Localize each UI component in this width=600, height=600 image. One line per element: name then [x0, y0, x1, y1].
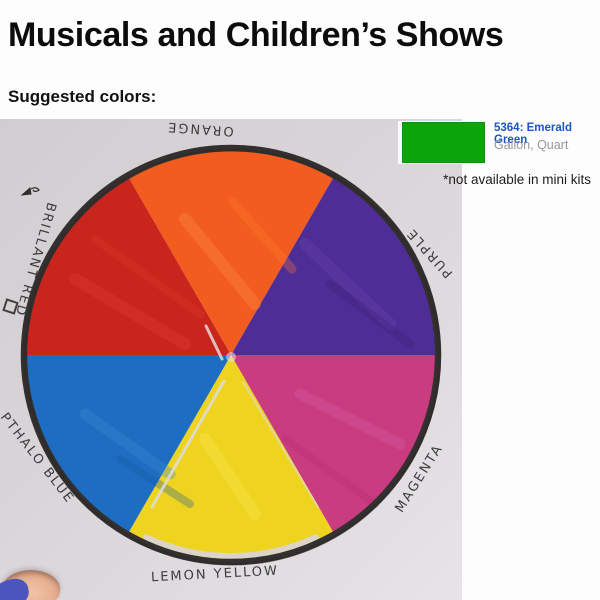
page-title: Musicals and Children’s Shows	[8, 16, 504, 54]
mini-kit-note: *not available in mini kits	[443, 172, 591, 187]
wedge-magenta	[231, 355, 435, 532]
wedge-red	[26, 178, 231, 355]
wedge-yellow	[129, 355, 333, 560]
color-swatch-emerald-green[interactable]	[402, 122, 485, 163]
page-subtitle: Suggested colors:	[8, 87, 157, 106]
wedge-purple	[231, 178, 435, 355]
paper-gaps	[143, 324, 319, 559]
pen-scribble-arrow	[20, 187, 40, 196]
swatch-card	[398, 121, 488, 164]
brush-texture	[69, 196, 415, 520]
wheel-outline-overstroke	[23, 148, 441, 566]
color-wheel-photo: ORANGE PURPLE MAGENTA LEMON YELLOW PTHAL…	[0, 119, 462, 600]
swatch-name-link[interactable]: 5364: Emerald Green	[494, 122, 572, 146]
color-wheel-svg	[20, 144, 442, 566]
wedge-blue	[27, 355, 231, 532]
wedge-orange	[129, 150, 333, 355]
swatch-sizes: Gallon, Quart	[494, 138, 569, 152]
